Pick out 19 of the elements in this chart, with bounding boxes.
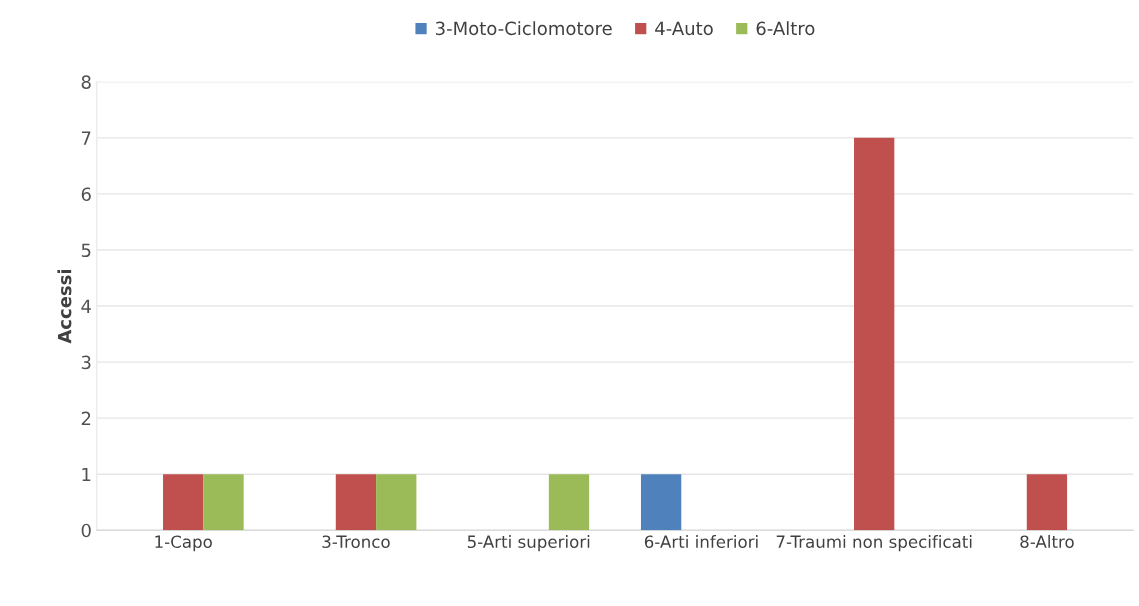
y-tick-label: 3 xyxy=(81,355,91,370)
x-tick-label: 5-Arti superiori xyxy=(467,535,590,552)
legend-label: 4-Auto xyxy=(655,21,713,36)
y-tick-label: 5 xyxy=(81,243,91,258)
y-tick-label: 1 xyxy=(82,467,91,482)
y-tick-label: 0 xyxy=(81,523,91,538)
y-tick-label: 6 xyxy=(81,187,91,202)
y-tick-label: 8 xyxy=(81,75,91,89)
legend-label: 6-Altro xyxy=(756,21,815,36)
x-tick-label: 3-Tronco xyxy=(322,535,390,549)
x-tick-label: 7-Traumi non specificati xyxy=(776,535,972,552)
y-tick-label: 7 xyxy=(81,131,91,145)
x-tick-label: 6-Arti inferiori xyxy=(644,535,758,549)
x-tick-label: 8-Altro xyxy=(1020,535,1074,549)
legend-label: 3-Moto-Ciclomotore xyxy=(435,21,612,36)
y-tick-label: 4 xyxy=(81,299,91,313)
y-axis-title: Accessi xyxy=(57,269,72,344)
y-tick-label: 2 xyxy=(81,411,91,425)
x-tick-label: 1-Capo xyxy=(155,535,212,552)
